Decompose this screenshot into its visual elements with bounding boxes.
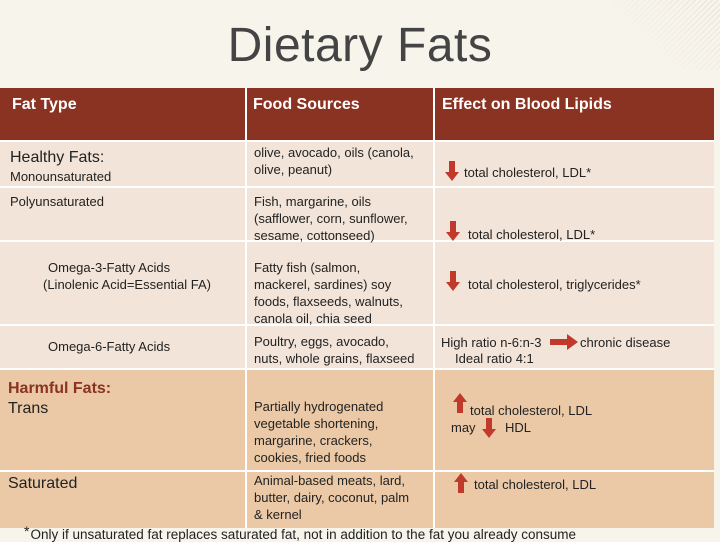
trans-hdl: HDL xyxy=(505,420,532,435)
omega3-type-line2: (Linolenic Acid=Essential FA) xyxy=(43,277,212,292)
poly-sources: Fish, margarine, oils (safflower, corn, s… xyxy=(254,194,408,243)
harmful-band xyxy=(0,370,714,528)
mono-effect: total cholesterol, LDL* xyxy=(464,165,592,180)
right-arrow-icon xyxy=(550,334,578,350)
trans-effect: total cholesterol, LDL xyxy=(470,403,593,418)
omega3-type-line1: Omega-3-Fatty Acids xyxy=(48,260,171,275)
header-effect: Effect on Blood Lipids xyxy=(442,96,612,113)
down-arrow-icon xyxy=(482,418,496,438)
harmful-heading: Harmful Fats: xyxy=(8,380,112,397)
poly-effect: total cholesterol, LDL* xyxy=(468,227,596,242)
omega6-chronic: chronic disease xyxy=(580,335,671,350)
footnote: *Only if unsaturated fat replaces satura… xyxy=(24,523,576,542)
up-arrow-icon xyxy=(453,393,467,413)
page-title: Dietary Fats xyxy=(227,19,493,72)
poly-type: Polyunsaturated xyxy=(10,194,104,209)
footnote-text: Only if unsaturated fat replaces saturat… xyxy=(30,527,577,542)
omega6-ratio-high: High ratio n-6:n-3 xyxy=(441,335,542,350)
omega6-sources: Poultry, eggs, avocado, nuts, whole grain… xyxy=(254,334,415,366)
healthy-band xyxy=(0,142,714,368)
trans-type: Trans xyxy=(8,400,49,417)
omega6-ratio-ideal: Ideal ratio 4:1 xyxy=(455,351,534,366)
corner-decoration xyxy=(610,0,720,70)
fats-table: Fat Type Food Sources Effect on Blood Li… xyxy=(0,88,714,528)
mono-sources: olive, avocado, oils (canola, olive, pean… xyxy=(254,145,414,177)
mono-type: Monounsaturated xyxy=(10,169,112,184)
table-header: Fat Type Food Sources Effect on Blood Li… xyxy=(0,88,714,140)
down-arrow-icon xyxy=(445,161,459,181)
omega3-sources: Fatty fish (salmon, mackerel, sardines) s… xyxy=(254,260,403,326)
omega6-type: Omega-6-Fatty Acids xyxy=(48,339,171,354)
down-arrow-icon xyxy=(446,271,460,291)
down-arrow-icon xyxy=(446,221,460,241)
sat-sources: Animal-based meats, lard, butter, dairy, … xyxy=(254,473,410,522)
omega3-effect: total cholesterol, triglycerides* xyxy=(468,277,641,292)
trans-may: may xyxy=(451,420,476,435)
sat-effect: total cholesterol, LDL xyxy=(474,477,597,492)
footnote-mark: * xyxy=(24,523,30,539)
header-food-sources: Food Sources xyxy=(253,96,360,113)
trans-sources: Partially hydrogenated vegetable shorteni… xyxy=(254,399,384,465)
header-fat-type: Fat Type xyxy=(12,96,77,113)
up-arrow-icon xyxy=(454,473,468,493)
healthy-heading: Healthy Fats: xyxy=(10,149,105,166)
sat-type: Saturated xyxy=(8,475,78,492)
